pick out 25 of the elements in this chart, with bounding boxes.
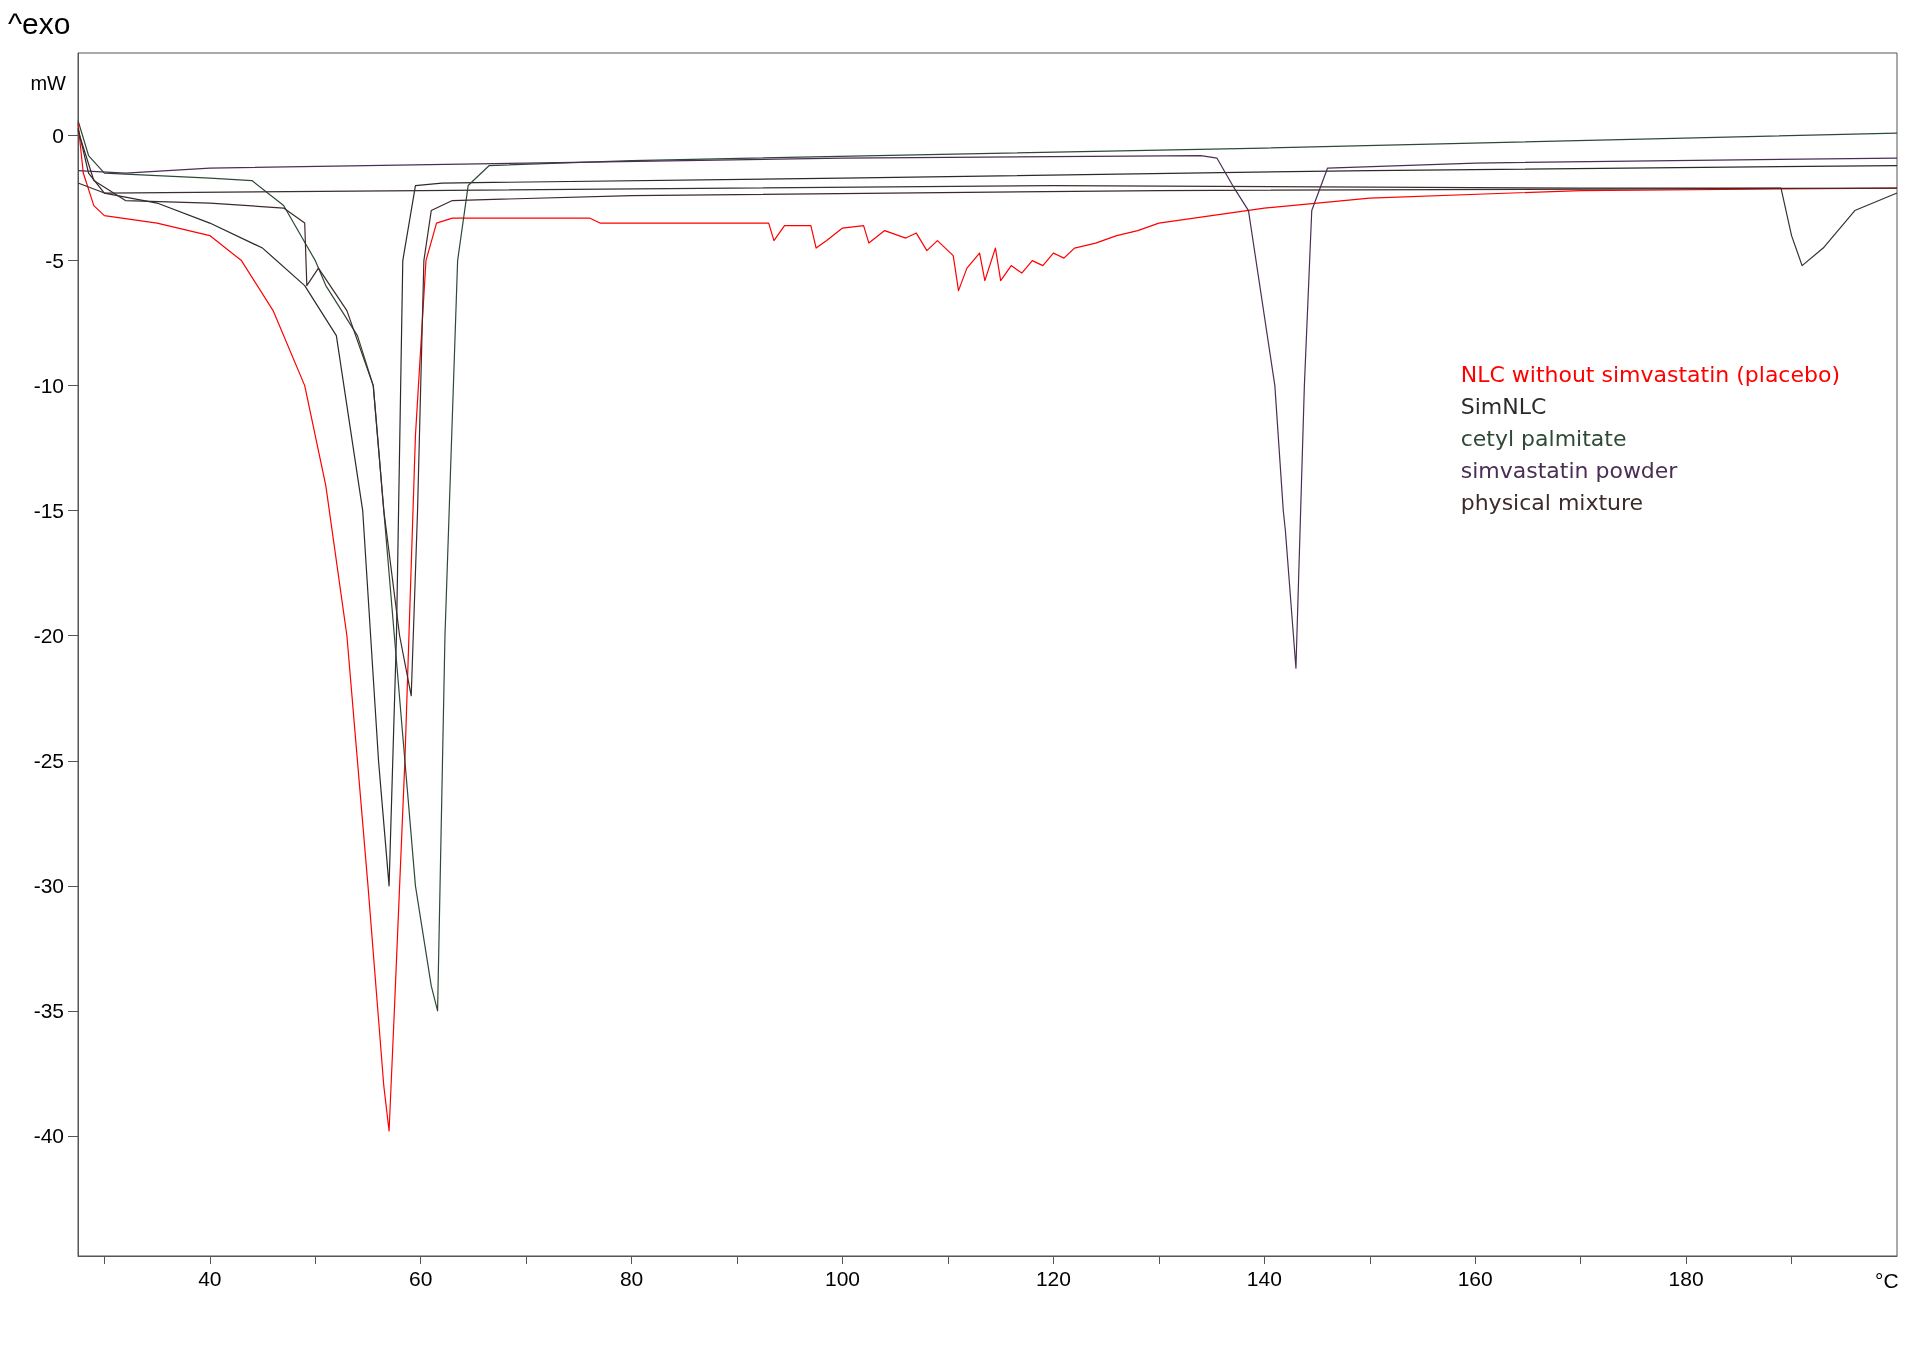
text: simvastatin powder: [1460, 457, 1679, 483]
x-axis-title: °C: [1875, 1269, 1899, 1292]
x-tick-label: 40: [198, 1267, 222, 1290]
x-tick-label: 60: [409, 1267, 433, 1290]
y-tick-label: -25: [33, 749, 64, 773]
x-tick-label: 80: [619, 1267, 644, 1290]
text: cetyl palmitate: [1460, 425, 1627, 451]
text: physical mixture: [1460, 489, 1644, 515]
x-tick-label: 120: [1035, 1267, 1071, 1290]
y-tick-label: -5: [45, 249, 64, 273]
y-tick-label: 0: [52, 124, 64, 148]
y-tick-label: -20: [33, 624, 64, 648]
y-tick-label: -10: [33, 374, 64, 398]
text: NLC without simvastatin (placebo): [1460, 361, 1840, 387]
text: SimNLC: [1460, 393, 1547, 419]
text: ^exo: [8, 6, 71, 40]
x-tick-label: 100: [824, 1267, 861, 1290]
x-tick-label: 160: [1457, 1267, 1493, 1290]
y-tick-label: -15: [33, 499, 64, 523]
x-tick-label: 140: [1246, 1267, 1282, 1290]
y-tick-label: -40: [33, 1124, 64, 1148]
y-tick-label: -30: [33, 874, 64, 898]
y-tick-label: -35: [33, 999, 64, 1023]
x-tick-label: 180: [1668, 1267, 1704, 1290]
y-axis-title: mW: [30, 72, 67, 94]
